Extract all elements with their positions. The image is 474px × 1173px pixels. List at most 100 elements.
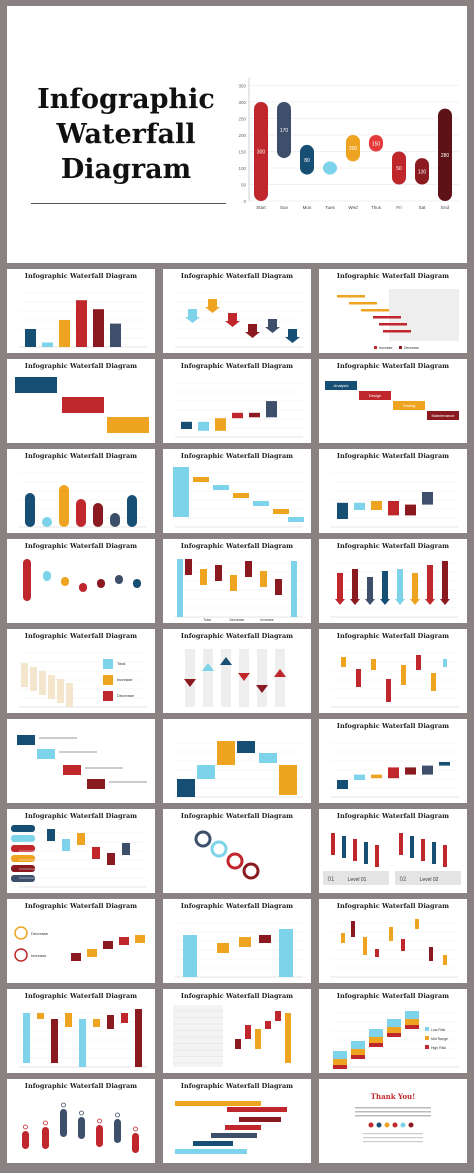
stack-segment: [351, 1049, 365, 1055]
flow-box: [107, 417, 149, 433]
wf-bar: [245, 1025, 251, 1039]
block-bar: [197, 765, 215, 779]
slide-thumbnail[interactable]: Infographic Waterfall Diagram: [7, 809, 155, 893]
slide-thumbnail[interactable]: Infographic Waterfall Diagram: [163, 359, 311, 443]
slide-graphic: [175, 1101, 287, 1154]
slide-thumbnail[interactable]: Infographic Waterfall Diagram: [7, 989, 155, 1073]
title-underline: [31, 203, 226, 204]
wf-bar: [65, 1013, 72, 1027]
slide-title: Infographic Waterfall Diagram: [180, 812, 294, 820]
slide-thumbnail[interactable]: Infographic Waterfall Diagram 01 Level 01 0…: [319, 809, 467, 893]
arrow-shaft: [367, 577, 373, 599]
slide-thumbnail[interactable]: Infographic Waterfall Diagram: [7, 359, 155, 443]
process-step-label: Analysis: [334, 383, 349, 388]
slide-title: Infographic Waterfall Diagram: [24, 902, 138, 910]
float-bar: [356, 669, 361, 687]
wf-bar: [135, 1009, 142, 1067]
slide-thumbnail[interactable]: Infographic Waterfall Diagram: [7, 539, 155, 623]
drop-marker: [115, 575, 123, 584]
wf-bar: [415, 919, 419, 929]
slide-title: Infographic Waterfall Diagram: [180, 452, 294, 460]
slide-graphic: [173, 467, 304, 528]
slide-graphic: [19, 472, 147, 528]
slide-thumbnail[interactable]: Infographic Waterfall Diagram Analysis Des…: [319, 359, 467, 443]
slide-thumbnail[interactable]: Infographic Waterfall Diagram Total Decrea…: [163, 539, 311, 623]
slide-thumbnail[interactable]: [163, 719, 311, 803]
block-bar: [259, 753, 277, 763]
slide-graphic: [331, 472, 459, 528]
slide-thumbnail[interactable]: Infographic Waterfall Diagram: [163, 899, 311, 983]
title-slide[interactable]: Infographic Waterfall Diagram 350 300 250 2…: [7, 6, 467, 263]
drop-marker: [43, 571, 51, 581]
arrow-shaft: [288, 329, 297, 337]
arrow-head: [185, 317, 200, 323]
slide-title: Infographic Waterfall Diagram: [24, 452, 138, 460]
stack-segment: [333, 1051, 347, 1059]
flow-box: [37, 749, 55, 759]
level-panel: [323, 871, 389, 885]
slide-graphic: [331, 742, 459, 798]
float-bar: [431, 673, 436, 691]
hero-bar: [415, 158, 429, 185]
slide-thumbnail[interactable]: Thank You!: [319, 1079, 467, 1163]
process-step: [359, 391, 391, 400]
side-list-item: [11, 875, 35, 882]
chart-bar: [215, 418, 226, 431]
horizontal-bar: [175, 1149, 247, 1154]
arrow-head: [410, 599, 420, 605]
capsule-ring: [23, 1124, 28, 1130]
wf-bar: [259, 935, 271, 943]
text-line: [355, 1115, 431, 1117]
slide-thumbnail[interactable]: Infographic Waterfall Diagram: [7, 449, 155, 533]
slide-thumbnail[interactable]: Infographic Waterfall Diagram: [163, 1079, 311, 1163]
total-bar: [183, 935, 197, 977]
arrow-marker: [238, 673, 250, 681]
hero-bar: [392, 151, 406, 185]
drop-marker: [23, 559, 31, 601]
slide-thumbnail[interactable]: Infographic Waterfall Diagram: [319, 719, 467, 803]
pill-bar: [42, 517, 52, 527]
side-list-item: [11, 855, 35, 862]
hero-bar-value: 200: [349, 146, 358, 152]
slide-graphic: [19, 292, 147, 348]
slide-thumbnail[interactable]: Infographic Waterfall Diagram: [319, 629, 467, 713]
horizontal-bar: [227, 1107, 287, 1112]
social-icon: [376, 1122, 382, 1128]
arrow-head: [380, 599, 390, 605]
slide-thumbnail[interactable]: Infographic Waterfall Diagram: [319, 449, 467, 533]
twin-bar: [375, 845, 379, 867]
slide-graphic: [23, 559, 141, 601]
slide-thumbnail[interactable]: Infographic Waterfall Diagram: [163, 809, 311, 893]
slide-title: Infographic Waterfall Diagram: [180, 632, 294, 640]
legend-swatch: [103, 659, 113, 669]
slide-graphic: Total Increase Decrease: [19, 652, 147, 708]
candle-bar: [275, 579, 282, 595]
slide-graphic: [175, 292, 303, 348]
chart-bar: [181, 421, 192, 429]
slide-thumbnail[interactable]: Infographic Waterfall Diagram: [7, 1079, 155, 1163]
slide-thumbnail[interactable]: Infographic Waterfall Diagram: [163, 629, 311, 713]
slide-thumbnail[interactable]: Infographic Waterfall Diagram Low Risk Mid…: [319, 989, 467, 1073]
slide-thumbnail[interactable]: Infographic Waterfall Diagram Decrease Inc…: [7, 899, 155, 983]
slide-thumbnail[interactable]: Infographic Waterfall Diagram: [319, 899, 467, 983]
thank-you-heading: Thank You!: [371, 1092, 415, 1101]
slide-title: Infographic Waterfall Diagram: [336, 722, 450, 730]
hero-bar: [369, 135, 383, 152]
gantt-bar: [337, 295, 365, 298]
slide-thumbnail[interactable]: [7, 719, 155, 803]
block-bar: [237, 741, 255, 753]
float-bar: [401, 665, 406, 685]
slide-thumbnail[interactable]: Infographic Waterfall Diagram: [7, 269, 155, 353]
flow-box: [63, 765, 81, 775]
slide-thumbnail[interactable]: Infographic Waterfall Diagram: [163, 989, 311, 1073]
text-line: [363, 1137, 423, 1139]
slide-thumbnail[interactable]: Infographic Waterfall Diagram: [319, 539, 467, 623]
slide-thumbnail[interactable]: Infographic Waterfall Diagram Increase Dec…: [319, 269, 467, 353]
slide-thumbnail[interactable]: Infographic Waterfall Diagram Total Increa…: [7, 629, 155, 713]
arrow-shaft: [412, 573, 418, 599]
wf-bar: [107, 853, 115, 865]
wf-bar: [21, 663, 28, 687]
slide-thumbnail[interactable]: Infographic Waterfall Diagram: [163, 269, 311, 353]
slide-thumbnail[interactable]: Infographic Waterfall Diagram: [163, 449, 311, 533]
flow-box: [87, 779, 105, 789]
